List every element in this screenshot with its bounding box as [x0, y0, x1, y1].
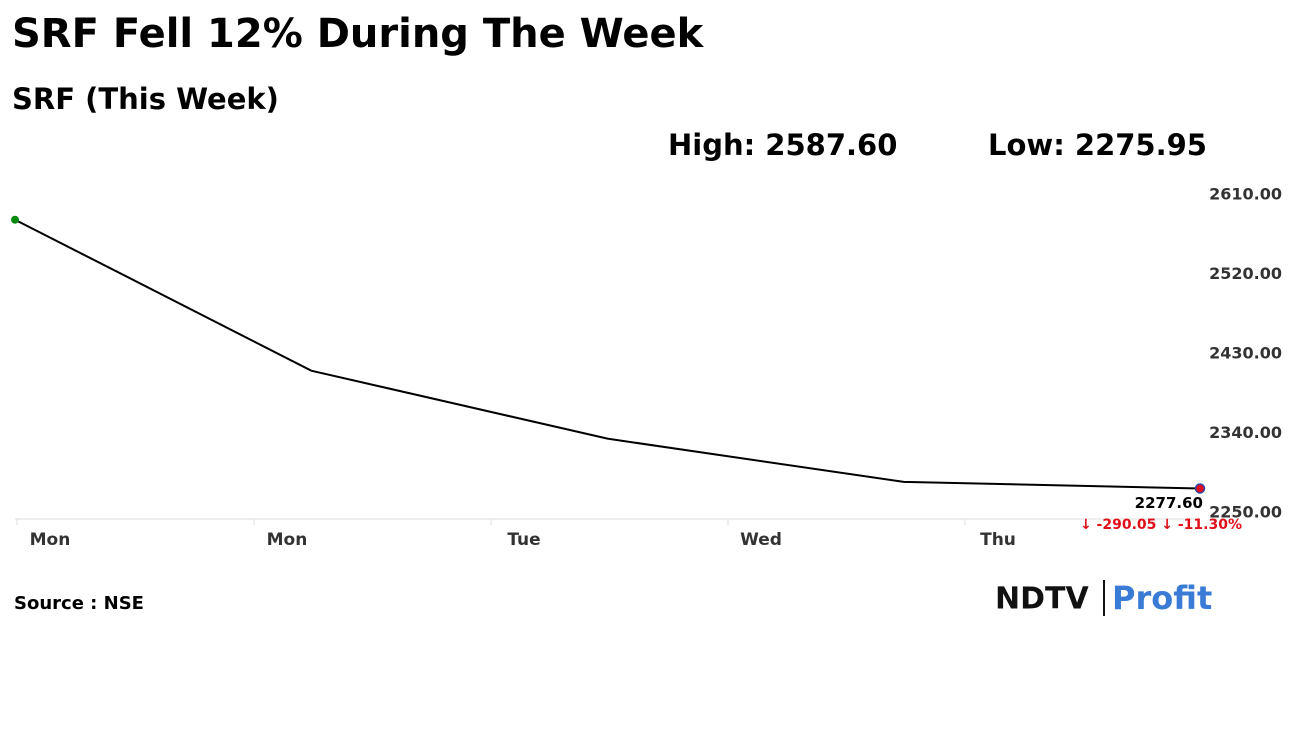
chart-subtitle: SRF (This Week) — [12, 82, 279, 116]
x-tick-label: Tue — [507, 530, 540, 550]
logo-ndtv: NDTV — [995, 582, 1089, 617]
value-label: 2277.60 — [1135, 494, 1203, 512]
chart-title: SRF Fell 12% During The Week — [12, 11, 705, 57]
price-line — [14, 218, 1201, 490]
x-tick-label: Thu — [980, 530, 1016, 550]
x-tick-label: Mon — [267, 530, 308, 550]
logo-profit: Profit — [1112, 579, 1212, 617]
end-point — [1194, 483, 1206, 494]
y-tick-label: 2340.00 — [1209, 423, 1282, 442]
source: Source : NSE — [14, 593, 144, 614]
y-tick-label: 2610.00 — [1209, 185, 1282, 204]
y-tick-label: 2520.00 — [1209, 264, 1282, 283]
x-tick-label: Mon — [30, 530, 71, 550]
y-tick-label: 2250.00 — [1209, 502, 1282, 521]
high-label: High: 2587.60 — [668, 128, 897, 162]
low-label: Low: 2275.95 — [988, 128, 1207, 162]
start-point — [11, 215, 19, 224]
x-tick-label: Wed — [740, 530, 782, 550]
change-label: ↓ -290.05 ↓ -11.30% — [1080, 517, 1242, 533]
y-tick-label: 2430.00 — [1209, 343, 1282, 362]
